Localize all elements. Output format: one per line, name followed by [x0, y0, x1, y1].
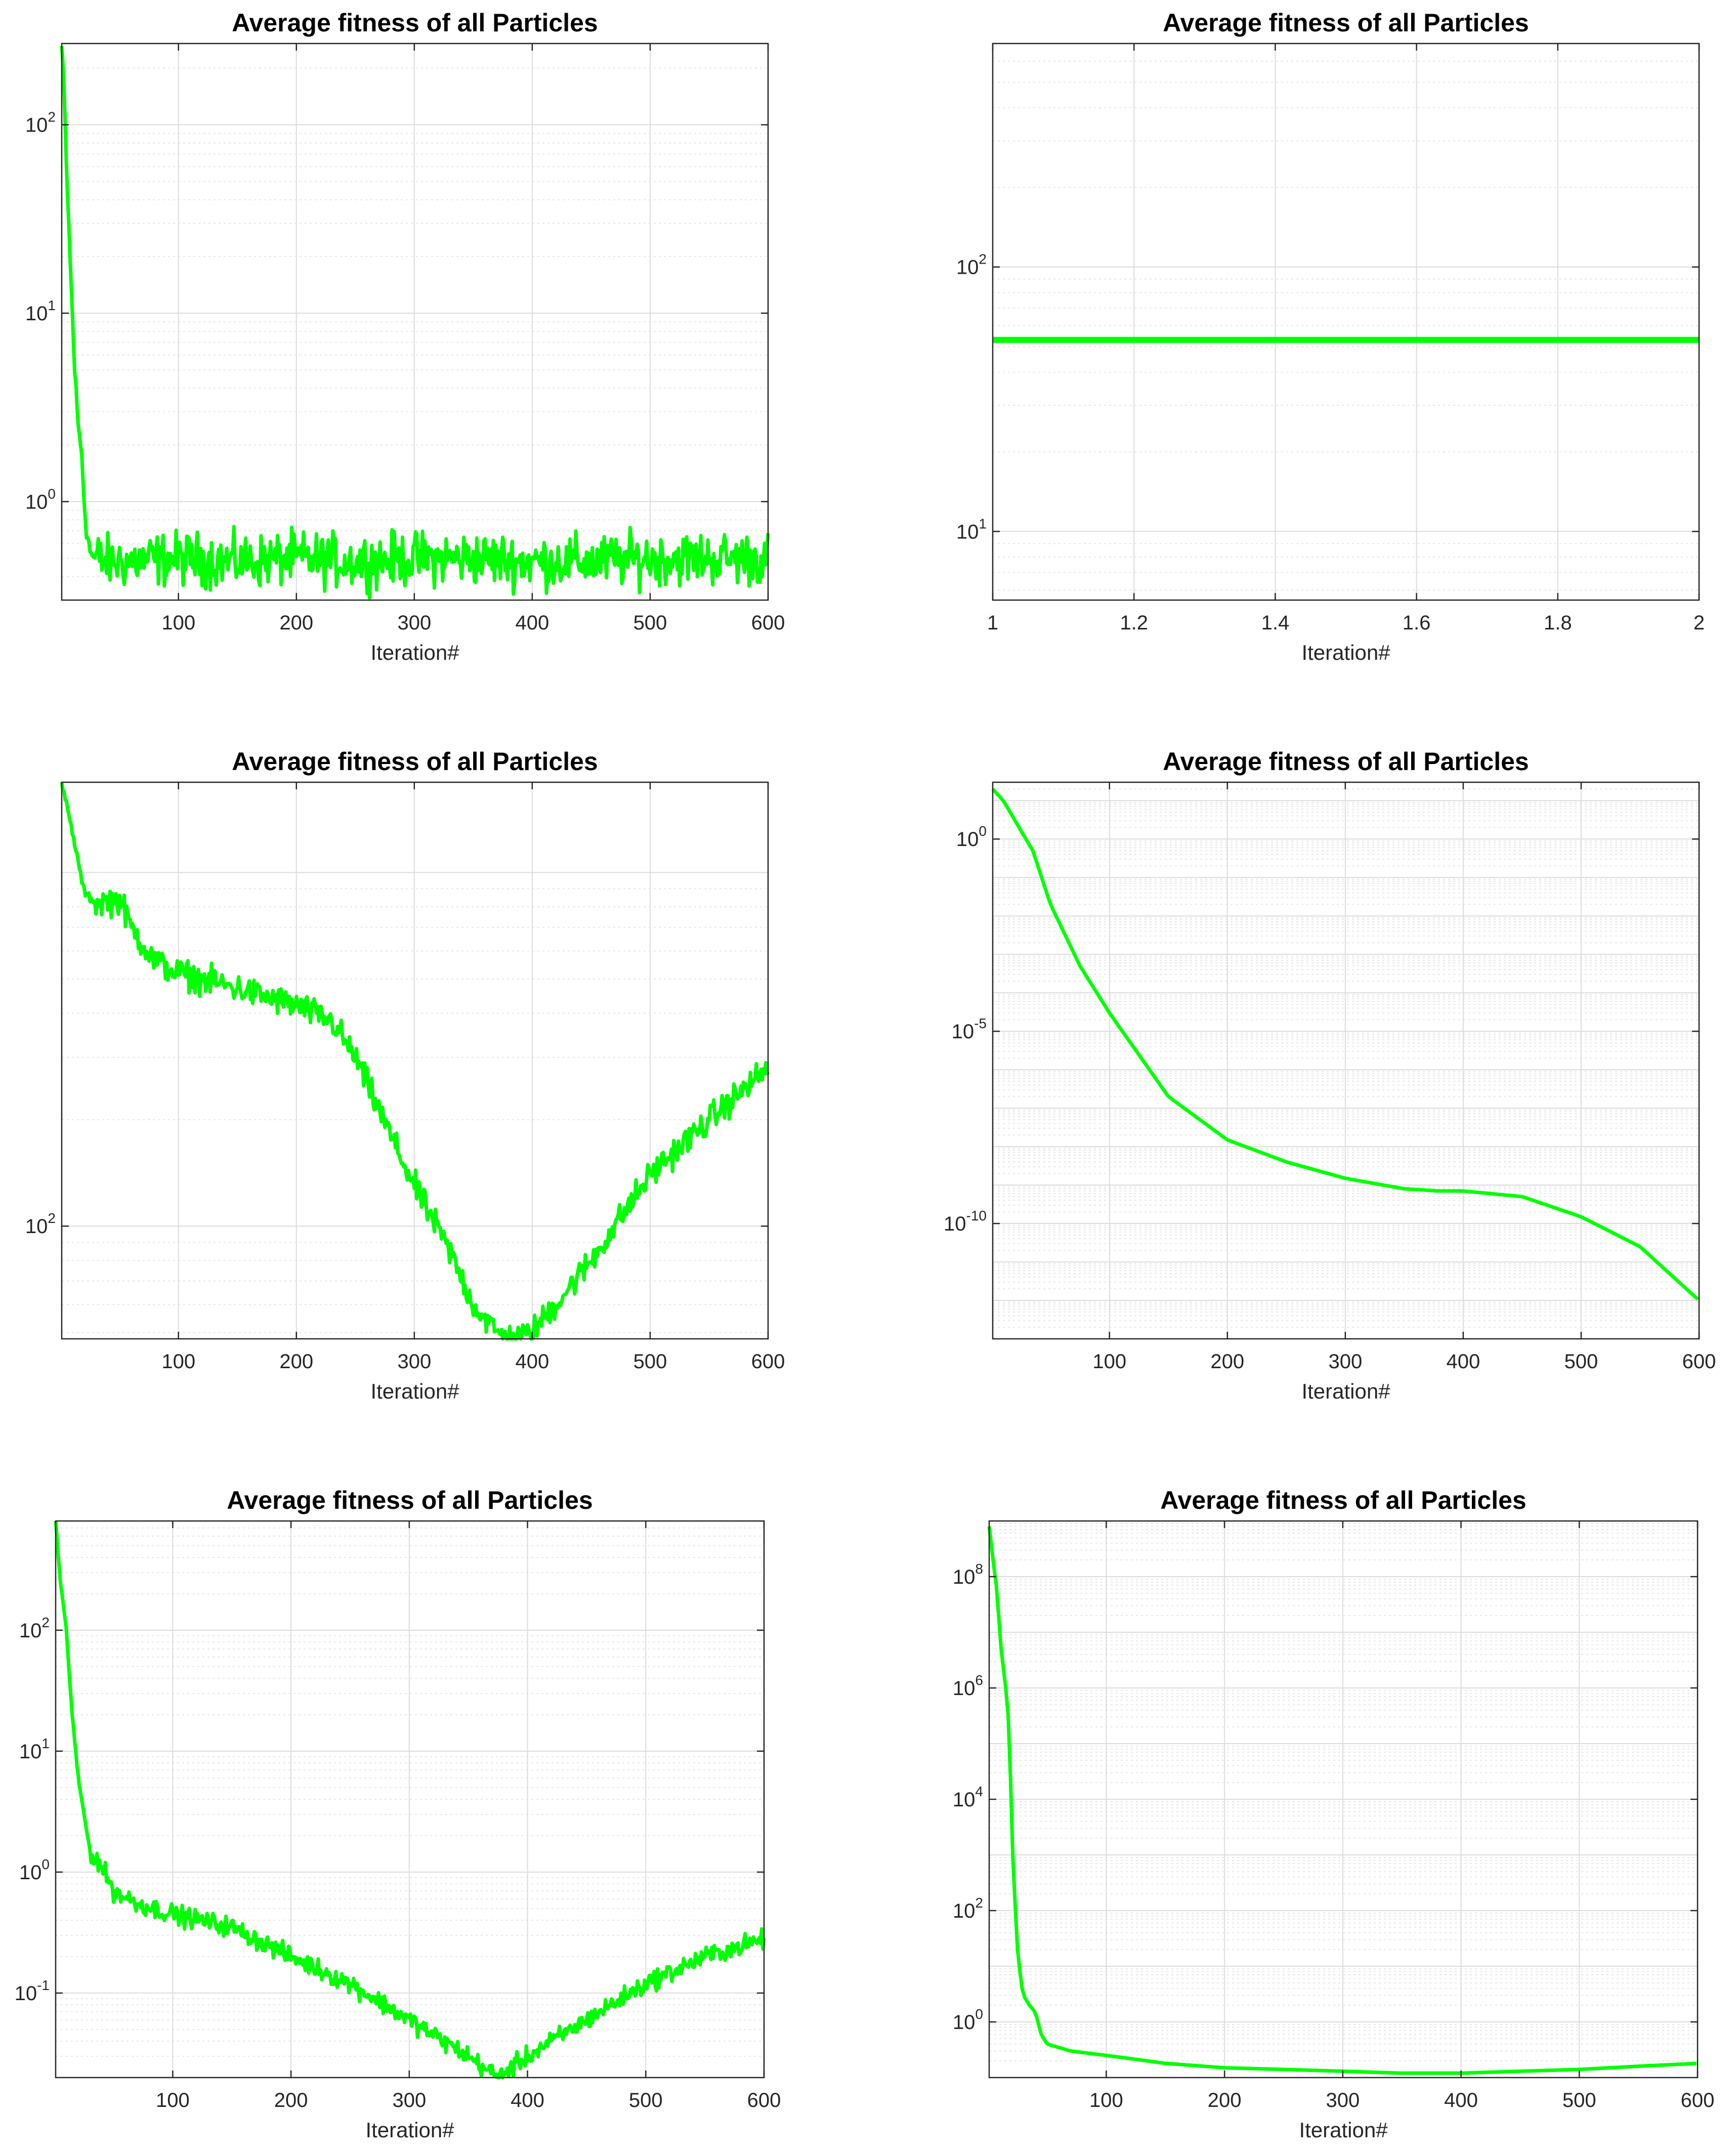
series-line [991, 788, 1700, 1301]
y-tick-label: 102 [953, 1895, 983, 1922]
x-tick-label: 1.6 [1403, 612, 1431, 634]
chart-title: Average fitness of all Particles [232, 9, 598, 37]
y-tick-label: 108 [953, 1561, 983, 1588]
x-tick-label: 300 [1328, 1350, 1362, 1373]
x-tick-label: 500 [1562, 2089, 1596, 2111]
x-tick-label: 200 [1208, 2089, 1242, 2111]
x-tick-label: 300 [392, 2089, 426, 2111]
y-tick-label: 104 [953, 1784, 983, 1811]
x-tick-label: 600 [1681, 2089, 1715, 2111]
x-tick-label: 400 [1444, 2089, 1478, 2111]
x-tick-label: 500 [633, 1350, 667, 1373]
minor-grid [56, 1527, 764, 2057]
x-tick-label: 400 [516, 612, 549, 634]
x-tick-label: 300 [397, 612, 431, 634]
subplot-3: 100 200 300 400 500 600 102 Average fitness of … [25, 747, 785, 1403]
x-tick-label: 400 [516, 1350, 549, 1373]
x-tick-label: 1 [987, 612, 998, 634]
y-tick-label: 102 [19, 1615, 50, 1642]
x-axis-label: Iteration# [1301, 641, 1390, 664]
x-tick-label: 200 [1210, 1350, 1244, 1373]
subplot-6: 100 200 300 400 500 600 100 102 104 106 108 Average… [953, 1486, 1714, 2142]
subplot-2: 1 1.2 1.4 1.6 1.8 2 101 102 Average fitness of a… [956, 9, 1705, 664]
axes-background [993, 782, 1699, 1339]
x-tick-label: 200 [274, 2089, 308, 2111]
x-tick-label: 100 [1089, 2089, 1123, 2111]
x-tick-label: 1.8 [1544, 612, 1572, 634]
subplot-5: 100 200 300 400 500 600 10-1 100 101 102 Average f… [15, 1486, 781, 2142]
chart-title: Average fitness of all Particles [1163, 9, 1529, 37]
y-tick-label: 101 [956, 516, 987, 543]
x-tick-label: 500 [1564, 1350, 1598, 1373]
x-tick-label: 600 [747, 2089, 781, 2111]
axes-background [993, 44, 1699, 600]
y-tick-label: 102 [956, 251, 987, 279]
x-axis-label: Iteration# [1301, 1379, 1390, 1403]
y-tick-label: 10-1 [15, 1977, 50, 2005]
x-tick-label: 200 [279, 1350, 313, 1373]
series-line [54, 1520, 766, 2080]
x-tick-label: 2 [1693, 612, 1705, 634]
y-tick-label: 10-10 [944, 1208, 987, 1235]
x-tick-label: 100 [161, 1350, 195, 1373]
y-tick-label: 10-5 [952, 1016, 987, 1043]
subplot-4: 100 200 300 400 500 600 10-10 10-5 100 Average fi… [944, 747, 1716, 1403]
y-tick-label: 100 [19, 1856, 50, 1884]
x-tick-label: 600 [1682, 1350, 1716, 1373]
chart-title: Average fitness of all Particles [232, 747, 598, 776]
x-axis-label: Iteration# [1299, 2118, 1388, 2142]
minor-grid [989, 1523, 1698, 2061]
x-tick-label: 1.4 [1261, 612, 1290, 634]
axes-background [62, 44, 768, 600]
x-axis-label: Iteration# [370, 1379, 459, 1403]
y-tick-label: 100 [953, 2006, 983, 2034]
x-tick-label: 600 [751, 612, 785, 634]
x-axis-label: Iteration# [370, 641, 459, 664]
subplot-1: 100 200 300 400 500 600 100 101 102 Average fitne… [25, 9, 785, 664]
minor-grid [993, 60, 1699, 591]
series-line [60, 782, 770, 1341]
x-tick-label: 200 [279, 612, 313, 634]
y-tick-label: 100 [956, 823, 987, 851]
x-tick-label: 1.2 [1120, 612, 1148, 634]
y-tick-label: 106 [953, 1672, 983, 1700]
series-line [60, 46, 770, 600]
axes-box [992, 43, 1700, 601]
x-tick-label: 400 [511, 2089, 544, 2111]
y-tick-label: 101 [25, 298, 56, 325]
y-tick-label: 100 [25, 486, 56, 513]
x-tick-label: 500 [633, 612, 667, 634]
chart-title: Average fitness of all Particles [227, 1486, 592, 1514]
x-tick-label: 600 [751, 1350, 785, 1373]
chart-title: Average fitness of all Particles [1160, 1486, 1526, 1514]
x-axis-label: Iteration# [365, 2118, 454, 2142]
x-tick-label: 300 [1326, 2089, 1360, 2111]
x-tick-label: 100 [1092, 1350, 1126, 1373]
x-tick-label: 400 [1447, 1350, 1480, 1373]
x-tick-label: 300 [397, 1350, 431, 1373]
y-tick-label: 101 [19, 1736, 50, 1763]
y-tick-label: 102 [25, 1210, 56, 1238]
y-tick-label: 102 [25, 109, 56, 137]
x-tick-label: 500 [629, 2089, 663, 2111]
chart-title: Average fitness of all Particles [1163, 747, 1529, 776]
x-tick-label: 100 [161, 612, 195, 634]
axes-background [62, 782, 768, 1339]
x-tick-label: 100 [156, 2089, 190, 2111]
